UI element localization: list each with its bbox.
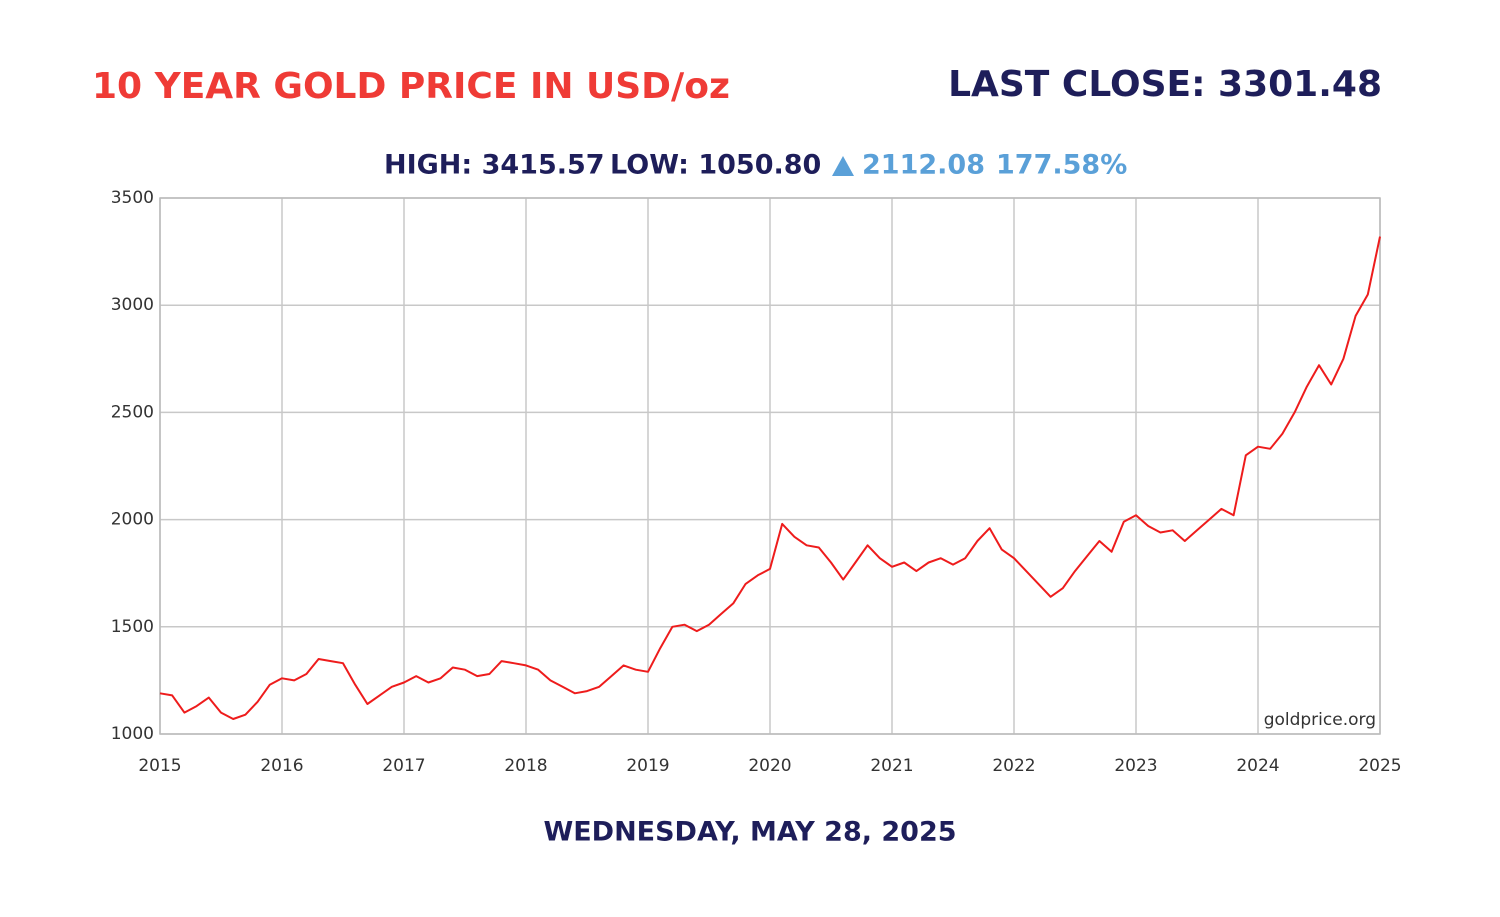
x-tick-label: 2023: [1114, 756, 1157, 776]
watermark: goldprice.org: [1264, 710, 1376, 730]
x-tick-label: 2019: [626, 756, 669, 776]
plot-border: [159, 197, 1381, 735]
last-close: LAST CLOSE: 3301.48: [948, 64, 1382, 105]
low: LOW: 1050.80: [610, 150, 821, 181]
x-tick-label: 2016: [260, 756, 303, 776]
x-tick-label: 2025: [1358, 756, 1401, 776]
x-tick-label: 2022: [992, 756, 1035, 776]
date: WEDNESDAY, MAY 28, 2025: [543, 817, 956, 848]
change: 2112.08: [862, 150, 985, 181]
x-tick-label: 2017: [382, 756, 425, 776]
x-tick-label: 2018: [504, 756, 547, 776]
up-arrow: [832, 156, 854, 176]
x-tick-label: 2021: [870, 756, 913, 776]
x-tick-label: 2024: [1236, 756, 1279, 776]
y-tick-label: 3500: [111, 188, 154, 208]
y-tick-label: 1500: [111, 617, 154, 637]
y-tick-label: 2500: [111, 402, 154, 422]
change-percent: 177.58%: [996, 150, 1127, 181]
price-line: [159, 236, 1381, 720]
y-tick-label: 2000: [111, 510, 154, 530]
chart-title: 10 YEAR GOLD PRICE IN USD/oz: [92, 66, 730, 107]
x-tick-label: 2015: [138, 756, 181, 776]
y-tick-label: 3000: [111, 295, 154, 315]
high: HIGH: 3415.57: [384, 150, 605, 181]
y-tick-label: 1000: [111, 724, 154, 744]
x-tick-label: 2020: [748, 756, 791, 776]
